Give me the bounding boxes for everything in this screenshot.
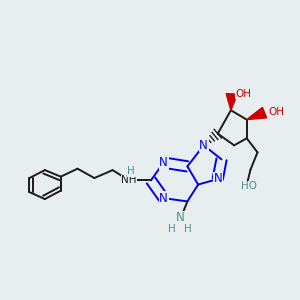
Text: HO: HO <box>241 182 257 191</box>
Text: OH: OH <box>236 89 251 99</box>
Text: N: N <box>200 139 208 152</box>
Text: N: N <box>213 172 222 185</box>
Text: N: N <box>176 211 185 224</box>
Polygon shape <box>226 94 237 110</box>
Text: N: N <box>159 156 168 169</box>
Text: OH: OH <box>268 107 284 117</box>
Polygon shape <box>247 107 267 120</box>
Text: NH: NH <box>121 176 137 185</box>
Text: N: N <box>159 192 168 205</box>
Text: H: H <box>184 224 191 235</box>
Text: H: H <box>168 224 176 235</box>
Text: H: H <box>128 166 135 176</box>
